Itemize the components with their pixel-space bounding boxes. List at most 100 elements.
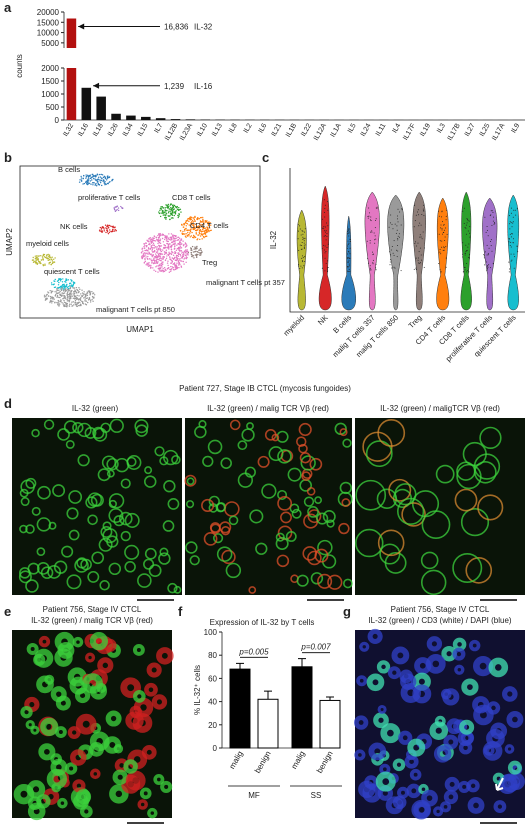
umap-point [78,295,80,297]
umap-point [101,231,103,233]
umap-point [106,231,109,233]
cell [75,789,92,805]
umap-point [180,255,182,257]
umap-point [154,246,157,248]
umap-point [173,208,176,210]
panel-label: e [4,604,11,619]
umap-point [163,214,166,216]
cell [307,509,322,524]
umap-point [74,298,76,300]
umap-point [168,205,170,208]
cell-point [508,215,510,217]
cell-point [509,268,511,270]
umap-point [75,286,78,289]
umap-point [53,298,55,300]
cell-point [371,251,373,253]
umap-point [65,279,67,281]
umap-point [68,305,71,307]
umap-point [162,214,165,216]
umap-point [46,293,48,296]
umap-point [166,238,168,241]
umap-point [70,293,72,295]
cell [89,731,110,752]
umap-point [61,301,63,304]
cell [391,646,410,665]
umap-point [106,175,109,177]
umap-point [160,257,162,260]
cell-point [467,218,469,220]
umap-point [78,287,80,289]
umap-point [79,179,81,181]
umap-point [87,183,90,185]
cell-point [321,267,323,269]
umap-point [151,261,153,263]
cell [440,801,452,813]
umap-point [154,261,156,263]
umap-point [198,226,200,228]
umap-point [190,253,193,256]
umap-point [92,293,94,295]
cell [453,719,468,734]
umap-point [63,288,66,290]
umap-point [174,266,176,269]
umap-point [153,250,156,252]
umap-point [164,259,167,261]
cell-point [375,267,377,269]
umap-point [183,226,185,228]
umap-point [141,247,144,250]
cell [100,525,113,538]
umap-point [74,290,77,293]
cell-point [422,208,424,210]
chart-title: Expression of IL-32 by T cells [210,618,315,627]
cell-point [326,246,328,248]
cell-point [301,257,303,259]
cell-point [445,266,447,268]
umap-point [170,265,172,268]
umap-point [195,223,197,225]
umap-point [155,259,157,262]
umap-point [64,305,66,308]
cell [373,712,389,729]
umap-point [210,224,212,226]
cell [173,585,182,594]
umap-point [177,247,179,250]
cell [228,515,239,526]
cell-point [510,241,512,243]
cell-point [466,269,468,271]
umap-point [159,209,161,212]
cell [38,635,51,648]
cell-point [366,240,368,242]
umap-point [102,176,105,179]
x-tick-label: quiescent T cells [472,313,518,359]
cell-point [376,206,378,208]
cell-point [413,268,415,270]
cell-point [301,242,303,244]
umap-point [90,177,92,179]
umap-point [51,262,54,264]
cell-point [484,216,486,218]
umap-point [58,291,60,294]
cell-point [463,207,465,209]
umap-point [93,294,96,296]
umap-point [176,258,179,261]
y-axis-label: counts [15,54,24,78]
cell [356,675,368,687]
violin [318,185,332,311]
cell [52,484,66,498]
cell-point [484,264,486,266]
cell-point [490,214,492,216]
umap-point [85,174,87,176]
cell-point [389,259,391,261]
cell-point [299,225,301,227]
cell [70,749,87,766]
umap-point [57,303,59,305]
umap-point [94,183,97,185]
cell-point [367,257,369,259]
cell [207,439,223,455]
umap-point [188,220,190,223]
violin [296,209,307,311]
cell [392,758,406,772]
panel-label: g [343,604,351,619]
cell [322,510,336,524]
cell-point [439,251,441,253]
